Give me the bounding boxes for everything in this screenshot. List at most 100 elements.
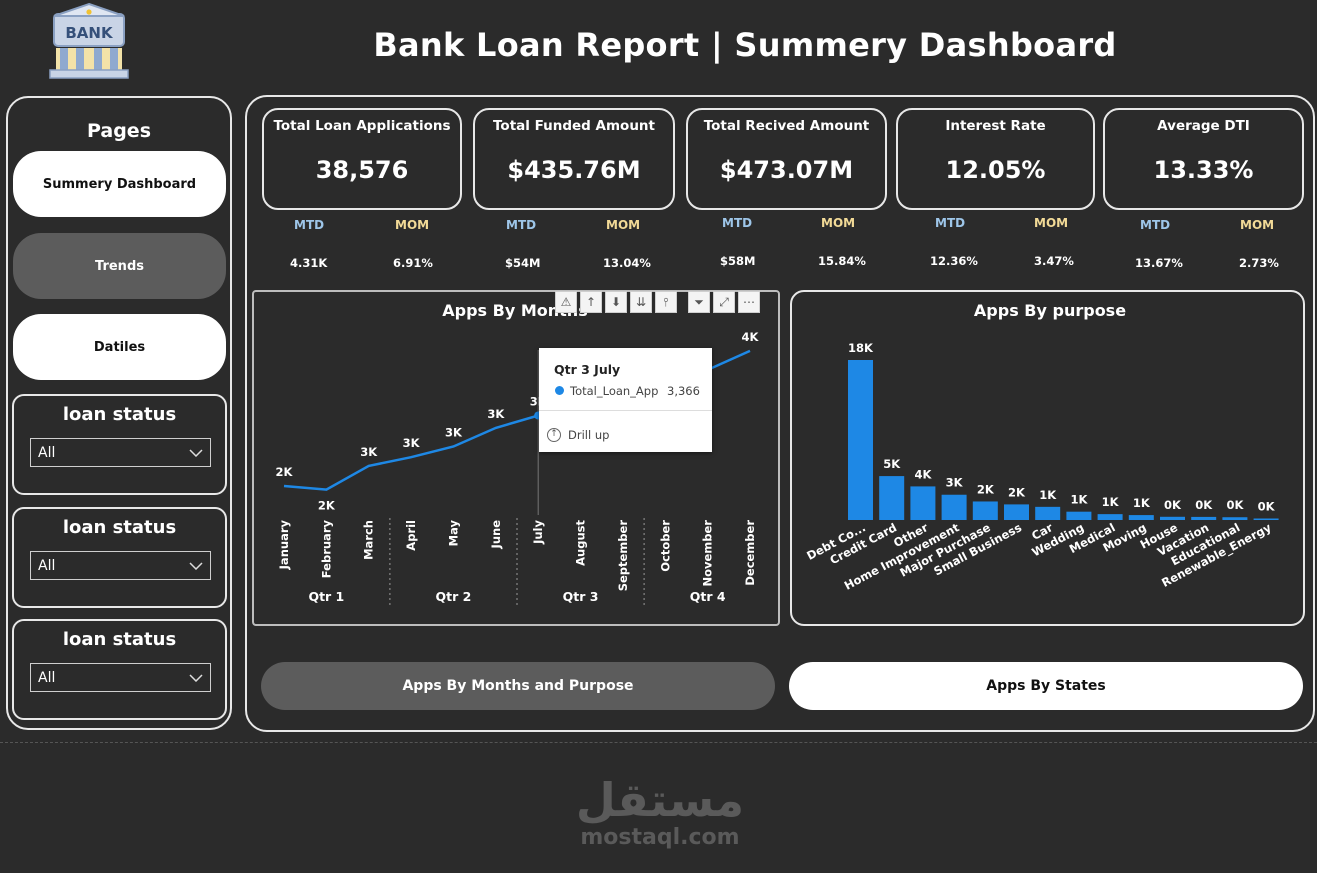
kpi-interest-rate[interactable]: Interest Rate 12.05% [896,108,1095,210]
bar [1128,515,1154,520]
kpi-label: Total Funded Amount [493,118,655,134]
filter-label: loan status [62,517,177,538]
filter-label: loan status [62,404,177,425]
apps-by-months-chart[interactable] [252,290,780,626]
data-label: 2K [276,465,294,479]
warning-icon[interactable]: ⚠ [555,291,577,313]
drill-up-icon[interactable]: ↑ [580,291,602,313]
x-tick-label: July [531,519,545,544]
mom-label: MOM [606,218,641,232]
mom-label: MOM [1034,216,1069,230]
bar [1004,504,1029,520]
data-label: 2K [977,482,995,496]
series-dot-icon [555,386,564,395]
kpi-label: Interest Rate [945,118,1046,134]
mom-value: 3.47% [1034,254,1074,268]
sidebar-panel [6,96,232,730]
mtd-label: MTD [506,218,537,232]
expand-hierarchy-icon[interactable]: ⫯ [655,291,677,313]
data-label: 3K [445,426,463,440]
x-tick-label: May [446,520,460,547]
main-panel [245,95,1315,732]
tooltip-drill-up[interactable]: Drill up [568,428,610,442]
loan-status-select-2[interactable]: All [30,551,211,580]
bar [1097,514,1123,520]
data-label: 5K [883,457,901,471]
x-tick-label: August [574,520,588,566]
loan-status-select-3[interactable]: All [30,663,211,692]
nav-trends[interactable]: Trends [13,233,226,299]
mom-value: 6.91% [393,256,433,270]
filter-loan-status-3: loan status All [12,619,227,720]
kpi-value: 12.05% [945,156,1046,184]
mtd-label: MTD [935,216,966,230]
x-tick-label: November [701,520,715,587]
quarter-label: Qtr 4 [690,589,726,604]
mom-label: MOM [821,216,856,230]
kpi-total-funded-amount[interactable]: Total Funded Amount $435.76M [473,108,675,210]
loan-status-select-1[interactable]: All [30,438,211,467]
focus-mode-icon[interactable]: ⤢ [713,291,735,313]
mom-value: 13.04% [603,256,651,270]
filter-icon[interactable]: ⏷ [688,291,710,313]
filter-label: loan status [62,629,177,650]
divider [0,742,1317,743]
data-label: 3K [487,407,505,421]
quarter-label: Qtr 3 [563,589,599,604]
tooltip-value: 3,366 [667,384,700,398]
apps-by-states-button[interactable]: Apps By States [789,662,1303,710]
kpi-total-loan-applications[interactable]: Total Loan Applications 38,576 [262,108,462,210]
kpi-average-dti[interactable]: Average DTI 13.33% [1103,108,1304,210]
chevron-down-icon [189,561,203,570]
kpi-value: 13.33% [1153,156,1254,184]
nav-datiles[interactable]: Datiles [13,314,226,380]
select-value: All [38,557,56,574]
mom-value: 15.84% [818,254,866,268]
mtd-value: 13.67% [1135,256,1183,270]
drill-down-icon[interactable]: ⬇ [605,291,627,313]
quarter-label: Qtr 1 [308,589,344,604]
bar [972,501,998,520]
tooltip-title: Qtr 3 July [554,362,621,377]
bar [1066,511,1092,520]
data-label: 3K [946,476,964,490]
pages-heading: Pages [86,120,152,142]
bank-logo-icon: BANK [49,2,129,79]
tooltip-series: Total_Loan_App [570,384,659,398]
kpi-label: Total Recived Amount [703,118,870,134]
kpi-value: $473.07M [719,156,854,184]
page-title: Bank Loan Report | Summery Dashboard [373,26,1117,64]
chart-title: Apps By purpose [973,301,1127,320]
logo-text: BANK [65,24,114,42]
nav-summery-dashboard[interactable]: Summery Dashboard [13,151,226,217]
data-label: 3K [403,436,421,450]
watermark-latin: mostaql.com [580,825,740,850]
data-label: 0K [1258,500,1276,514]
more-options-icon[interactable]: ⋯ [738,291,760,313]
bar [1160,516,1185,520]
data-label: 18K [848,341,874,355]
mtd-value: 12.36% [930,254,978,268]
kpi-total-recived-amount[interactable]: Total Recived Amount $473.07M [686,108,887,210]
x-tick-label: April [404,520,418,551]
data-label: 1K [1133,496,1151,510]
select-value: All [38,444,56,461]
watermark-arabic: مستقل [575,773,745,827]
bar [1222,517,1248,520]
data-label: 2K [318,499,336,513]
chart-tooltip: Qtr 3 July Total_Loan_App 3,366 ↑ Drill … [539,348,712,452]
mom-label: MOM [1240,218,1275,232]
data-label: 0K [1226,498,1244,512]
line-chart-svg: 2K January 2K February 3K March 3K April 3K May 3K… [276,330,760,608]
apps-by-months-and-purpose-button[interactable]: Apps By Months and Purpose [261,662,775,710]
filter-loan-status-2: loan status All [12,507,227,608]
select-value: All [38,669,56,686]
expand-all-icon[interactable]: ⇊ [630,291,652,313]
apps-by-purpose-chart[interactable] [790,290,1305,626]
kpi-value: 38,576 [315,156,409,184]
kpi-label: Total Loan Applications [273,118,451,134]
data-label: 4K [914,467,932,481]
watermark: مستقل mostaql.com [540,775,780,850]
x-tick-label: February [319,520,333,579]
data-label: 1K [1039,488,1057,502]
